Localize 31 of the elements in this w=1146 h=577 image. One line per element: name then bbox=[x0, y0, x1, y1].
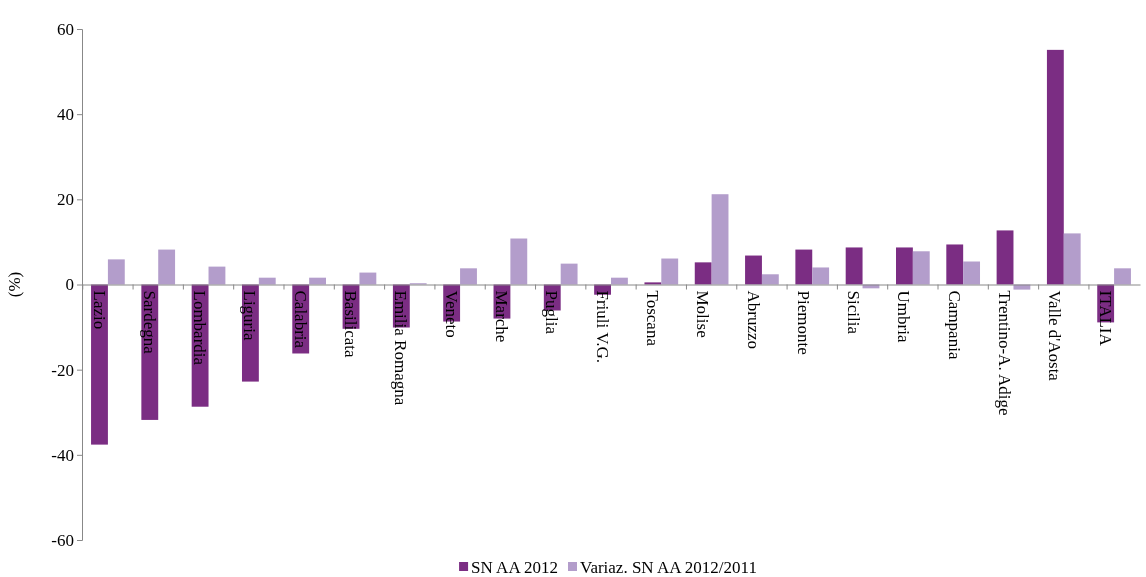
x-tick-label: Umbria bbox=[894, 290, 914, 343]
x-tick-label: Sardegna bbox=[139, 290, 159, 355]
x-tick-label: Marche bbox=[492, 290, 512, 343]
x-tick-label: Friuli V.G. bbox=[592, 290, 612, 364]
legend-label: SN AA 2012 bbox=[471, 557, 558, 577]
x-tick-label: Valle d'Aosta bbox=[1045, 290, 1065, 382]
x-tick-label: Lombardia bbox=[190, 290, 210, 366]
y-tick-label: 40 bbox=[57, 105, 74, 125]
x-tick-label: Veneto bbox=[441, 290, 461, 338]
x-tick-label: ITALIA bbox=[1095, 290, 1115, 347]
x-tick-label: Calabria bbox=[290, 290, 310, 349]
y-tick-label: 20 bbox=[57, 190, 74, 210]
legend-label: Variaz. SN AA 2012/2011 bbox=[580, 557, 757, 577]
x-tick-label: Liguria bbox=[240, 290, 260, 341]
y-tick-label: -60 bbox=[51, 530, 74, 550]
x-tick-label: Molise bbox=[693, 290, 713, 338]
x-tick-label: Lazio bbox=[89, 290, 109, 330]
y-tick-label: -40 bbox=[51, 445, 74, 465]
x-tick-label: Sicilia bbox=[844, 290, 864, 335]
y-tick-label: 0 bbox=[65, 275, 74, 295]
x-tick-label: Emilia Romagna bbox=[391, 290, 411, 406]
x-tick-label: Abruzzo bbox=[743, 290, 763, 350]
x-tick-label: Trentino-A. Adige bbox=[995, 290, 1015, 416]
y-tick-label: 60 bbox=[57, 19, 74, 39]
x-tick-label: Toscana bbox=[642, 290, 662, 347]
x-tick-label: Basilicata bbox=[341, 290, 361, 358]
y-tick-label: -20 bbox=[51, 360, 74, 380]
y-axis-title: (%) bbox=[5, 271, 24, 298]
x-tick-label: Piemonte bbox=[793, 290, 813, 355]
x-tick-label: Puglia bbox=[542, 290, 562, 335]
x-tick-label: Campania bbox=[944, 290, 964, 360]
